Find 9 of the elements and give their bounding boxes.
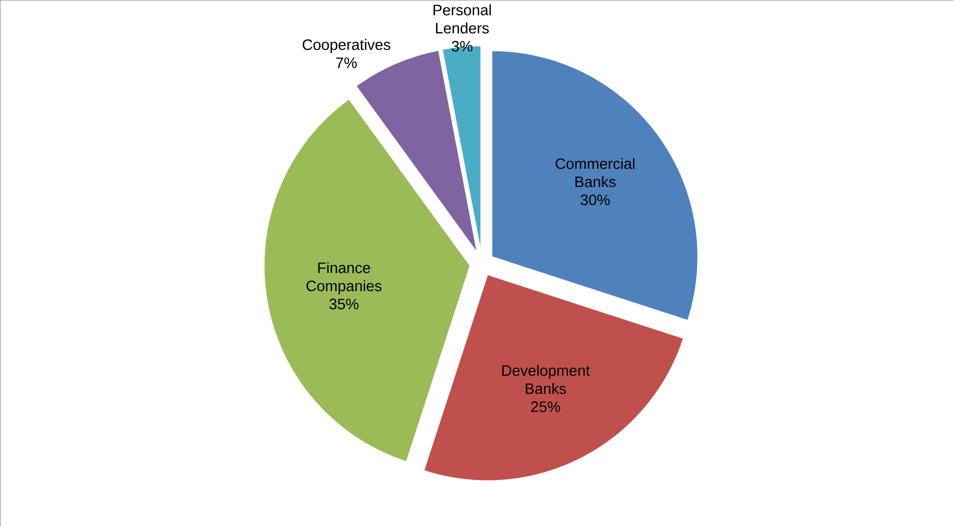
data-label: 25% (531, 402, 560, 412)
slice-label: Finance Companies (306, 262, 382, 294)
slice-label: Commercial Banks (556, 158, 634, 188)
slice-label: Development Banks (502, 364, 590, 394)
data-label: 30% (580, 194, 610, 206)
data-label: 7% (336, 58, 357, 68)
slice-label: Personal Lenders (434, 4, 491, 34)
data-label: 35% (329, 298, 358, 310)
slice-label: Cooperatives (302, 39, 390, 54)
